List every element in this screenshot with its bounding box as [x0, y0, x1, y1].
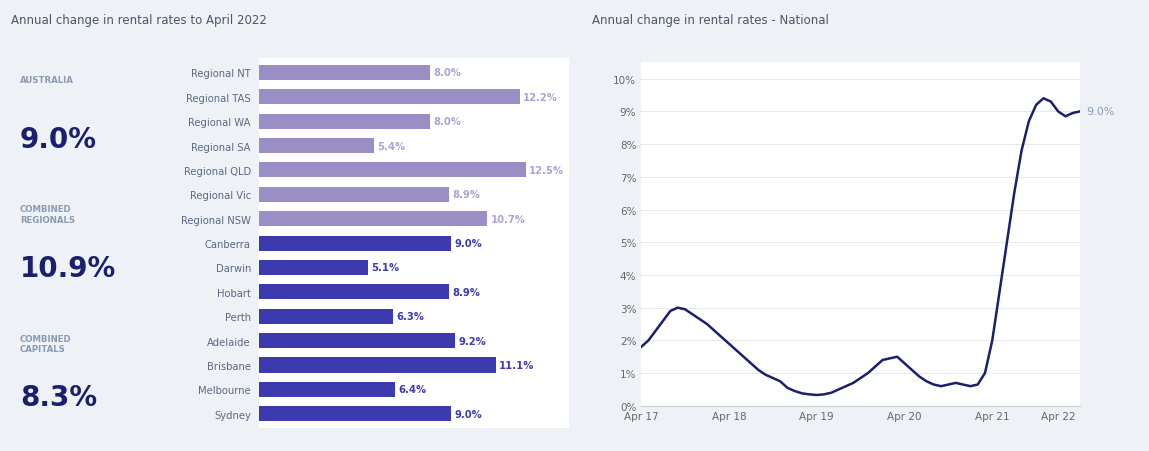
- Bar: [259, 309, 393, 324]
- Bar: [259, 138, 375, 154]
- Bar: [259, 358, 496, 373]
- Text: 12.5%: 12.5%: [530, 166, 564, 175]
- Text: COMBINED
REGIONALS: COMBINED REGIONALS: [20, 205, 75, 224]
- Text: 8.0%: 8.0%: [433, 68, 461, 78]
- Bar: [259, 260, 368, 276]
- Text: 10.9%: 10.9%: [20, 254, 116, 282]
- Text: 12.2%: 12.2%: [523, 92, 557, 102]
- Text: 11.1%: 11.1%: [499, 360, 534, 370]
- Bar: [259, 212, 487, 227]
- Text: 8.3%: 8.3%: [20, 383, 97, 411]
- Bar: [259, 163, 526, 178]
- Bar: [259, 406, 452, 421]
- Text: 8.9%: 8.9%: [453, 287, 480, 297]
- Text: 9.0%: 9.0%: [454, 239, 483, 249]
- Bar: [259, 236, 452, 251]
- Bar: [259, 382, 395, 397]
- Bar: [259, 333, 455, 349]
- Text: 5.1%: 5.1%: [371, 263, 399, 273]
- Text: AUSTRALIA: AUSTRALIA: [20, 76, 74, 85]
- Text: 9.0%: 9.0%: [1086, 107, 1115, 117]
- Text: 9.2%: 9.2%: [458, 336, 486, 346]
- Text: 9.0%: 9.0%: [20, 125, 97, 153]
- Text: COMBINED
CAPITALS: COMBINED CAPITALS: [20, 334, 71, 353]
- Bar: [259, 285, 449, 300]
- Bar: [259, 115, 430, 129]
- Text: 6.4%: 6.4%: [399, 385, 426, 395]
- Bar: [259, 90, 519, 105]
- Text: Annual change in rental rates - National: Annual change in rental rates - National: [592, 14, 828, 27]
- Bar: [259, 187, 449, 202]
- Text: 10.7%: 10.7%: [491, 214, 525, 224]
- Text: 5.4%: 5.4%: [377, 141, 406, 151]
- Text: Annual change in rental rates to April 2022: Annual change in rental rates to April 2…: [11, 14, 268, 27]
- Text: 6.3%: 6.3%: [396, 312, 424, 322]
- Text: 8.9%: 8.9%: [453, 190, 480, 200]
- Text: 8.0%: 8.0%: [433, 117, 461, 127]
- Bar: [259, 66, 430, 81]
- Text: 9.0%: 9.0%: [454, 409, 483, 419]
